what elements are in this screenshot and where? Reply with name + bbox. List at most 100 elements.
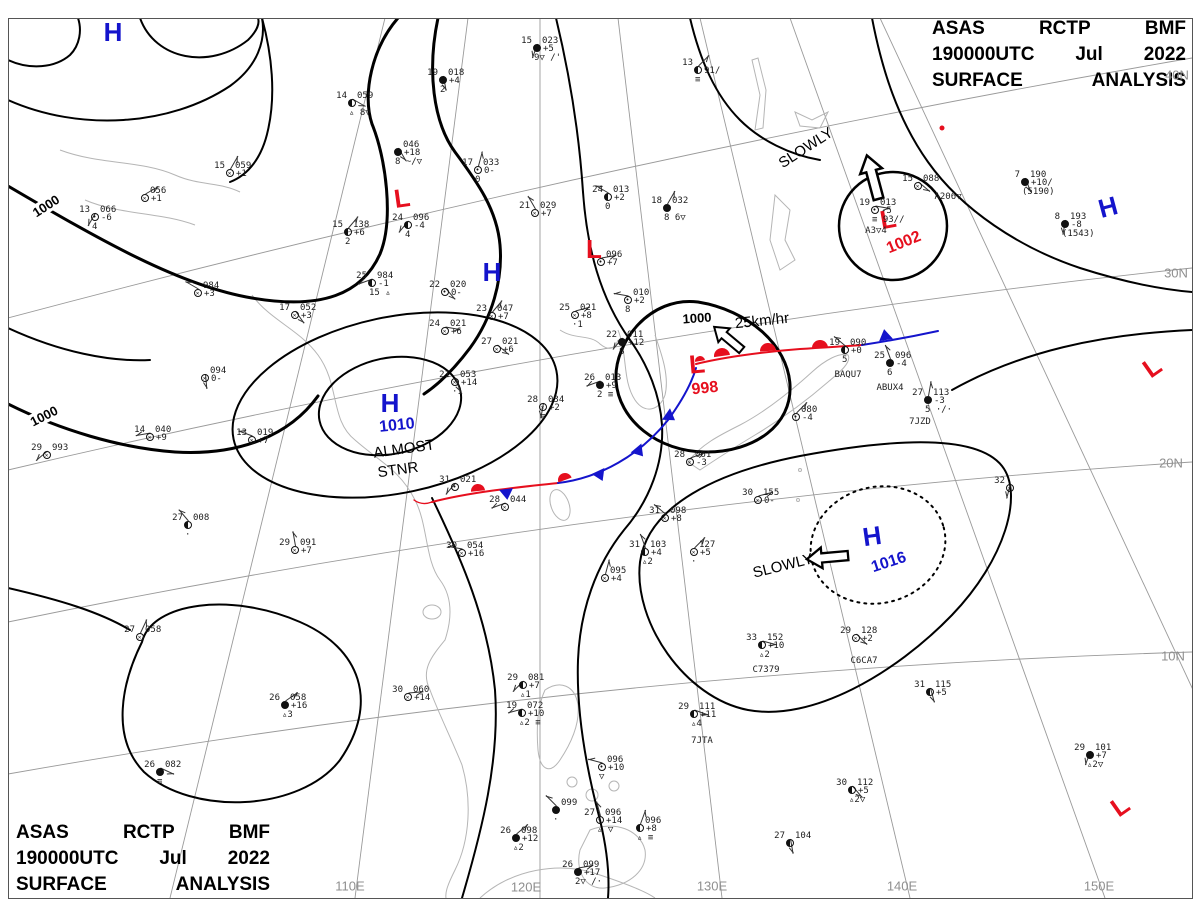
title-line: 190000UTC Jul 2022 <box>932 42 1186 68</box>
station-tendency: -5 <box>881 206 892 216</box>
station-tendency: +2 <box>862 634 873 644</box>
grid-label-20n: 20N <box>1159 455 1183 471</box>
station-tendency: +10/ <box>1031 178 1053 188</box>
station-pressure: 032 <box>672 196 689 206</box>
station-temperature: 33 <box>746 633 757 643</box>
station-tendency: +7 <box>498 312 509 322</box>
cloud-cover-symbol-icon <box>403 220 412 229</box>
title-word: BMF <box>1144 18 1186 39</box>
station-pressure: 193 <box>1070 212 1087 222</box>
cloud-cover-symbol-icon <box>290 310 299 319</box>
station-tendency: +9 <box>606 381 617 391</box>
map-frame <box>8 18 1193 899</box>
station-pressure: 013 <box>613 185 630 195</box>
cloud-cover-symbol-icon <box>247 435 256 444</box>
cloud-cover-symbol-icon <box>403 692 412 701</box>
station-temperature: 29 <box>279 538 290 548</box>
title-word: 2022 <box>227 848 270 869</box>
cloud-cover-symbol-icon <box>538 402 547 411</box>
title-word: RCTP <box>1038 18 1091 39</box>
red-dot-mark <box>939 125 945 131</box>
cloud-cover-symbol-icon <box>597 762 606 771</box>
pressure-letter: L <box>586 234 602 264</box>
station-temperature: 13 <box>79 205 90 215</box>
station-tendency: +3 <box>301 311 312 321</box>
cloud-cover-symbol-icon <box>603 192 612 201</box>
station-temperature: 17 <box>462 158 473 168</box>
station-temperature: 24 <box>392 213 403 223</box>
low-center: L <box>1105 789 1135 823</box>
graticule <box>8 18 1192 898</box>
station-pressure: 029 <box>540 201 557 211</box>
low-center: L <box>687 348 707 380</box>
station-pressure: 019 <box>257 428 274 438</box>
station-tendency: +8 <box>671 514 682 524</box>
pressure-letter: H <box>380 388 400 418</box>
cloud-cover-symbol-icon <box>145 432 154 441</box>
cloud-cover-symbol-icon <box>530 208 539 217</box>
station-temperature: 31 <box>649 506 660 516</box>
station-tendency: +8 <box>646 824 657 834</box>
station-pressure: 127 <box>699 540 716 550</box>
station-pressure: 096 <box>607 755 624 765</box>
station-weather: ▵3 <box>282 710 293 720</box>
station-temperature: 30 <box>446 541 457 551</box>
station-tendency: +6 <box>354 228 365 238</box>
cloud-cover-symbol-icon <box>347 98 356 107</box>
station-weather: ·1 <box>452 387 463 397</box>
station-pressure: 094 <box>210 366 227 376</box>
station-temperature: 27 <box>774 831 785 841</box>
station-temperature: 19 <box>506 701 517 711</box>
station-temperature: 22 <box>429 280 440 290</box>
station-pressure: 111 <box>699 702 716 712</box>
title-line: SURFACE ANALYSIS <box>16 872 270 898</box>
station-temperature: 21 <box>519 201 530 211</box>
station-temperature: 32 <box>994 476 1005 486</box>
cloud-cover-symbol-icon <box>450 482 459 491</box>
cloud-cover-symbol-icon <box>155 767 164 776</box>
cloud-cover-symbol-icon <box>570 310 579 319</box>
station-weather: ≡ <box>157 777 163 787</box>
station-temperature: 28 <box>489 495 500 505</box>
cloud-cover-symbol-icon <box>290 545 299 554</box>
grid-label-140e: 140E <box>886 878 918 894</box>
station-weather: ≡ 93// <box>872 215 905 225</box>
station-temperature: 14 <box>134 425 145 435</box>
station-pressure: 155 <box>763 488 780 498</box>
cloud-cover-symbol-icon <box>600 573 609 582</box>
cloud-cover-symbol-icon <box>753 495 762 504</box>
title-word: Jul <box>159 848 187 869</box>
cloud-cover-symbol-icon <box>596 257 605 266</box>
cloud-cover-symbol-icon <box>689 709 698 718</box>
station-temperature: 30 <box>742 488 753 498</box>
pressure-letter: L <box>687 348 707 380</box>
grid-label-150e: 150E <box>1083 878 1115 894</box>
station-temperature: 28 <box>674 450 685 460</box>
ship-callsign-label: A206▽ <box>934 192 962 202</box>
station-tendency: +7 <box>301 546 312 556</box>
cloud-cover-symbol-icon <box>1085 750 1094 759</box>
station-tendency: +8 <box>581 311 592 321</box>
station-pressure: 095 <box>610 566 627 576</box>
station-pressure: 066 <box>100 205 117 215</box>
pressure-letter: H <box>482 257 502 287</box>
cloud-cover-symbol-icon <box>532 43 541 52</box>
station-tendency: 0- <box>484 166 495 176</box>
station-tendency: +6 <box>451 327 462 337</box>
station-pressure: 138 <box>353 220 370 230</box>
cloud-cover-symbol-icon <box>487 311 496 320</box>
station-temperature: 27 <box>584 808 595 818</box>
station-temperature: 15 <box>902 174 913 184</box>
cloud-cover-symbol-icon <box>90 212 99 221</box>
station-temperature: 26 <box>144 760 155 770</box>
station-temperature: 27 <box>172 513 183 523</box>
station-temperature: 31 <box>914 680 925 690</box>
station-pressure: 013 <box>880 198 897 208</box>
cloud-cover-symbol-icon <box>440 287 449 296</box>
stationary-front-warm-symbols <box>695 340 828 362</box>
station-pressure: 088 <box>923 174 940 184</box>
title-word: SURFACE <box>16 874 107 895</box>
cloud-cover-symbol-icon <box>511 833 520 842</box>
station-weather: · <box>185 530 191 540</box>
station-weather: 5 <box>842 355 848 365</box>
